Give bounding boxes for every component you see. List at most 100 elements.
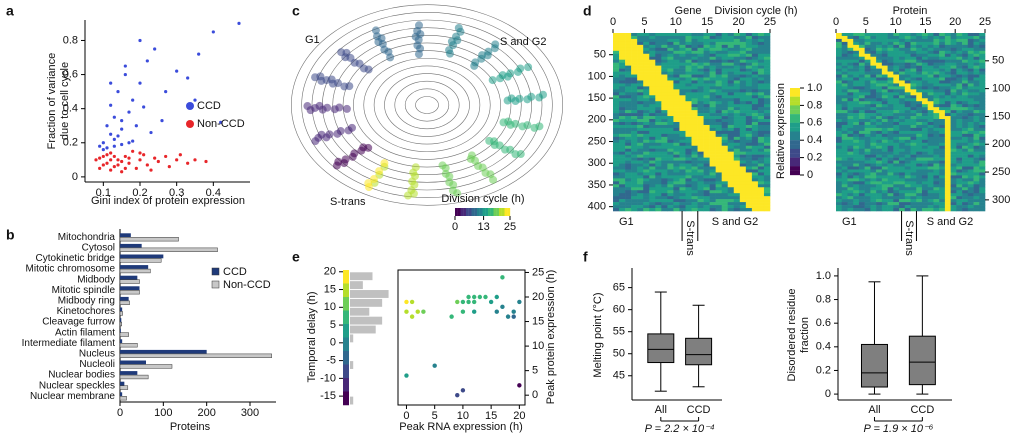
heatmap-cell bbox=[691, 196, 698, 200]
heatmap-cell bbox=[703, 56, 710, 60]
point bbox=[109, 81, 113, 85]
heatmap-cell bbox=[893, 83, 900, 87]
heatmap-cell bbox=[904, 68, 911, 72]
heatmap-cell bbox=[858, 148, 865, 152]
cell-dot bbox=[489, 175, 498, 184]
heatmap-cell bbox=[733, 169, 741, 173]
heatmap-cell bbox=[709, 172, 716, 176]
heatmap-cell bbox=[956, 130, 963, 135]
heatmap-cell bbox=[661, 166, 668, 170]
heatmap-cell bbox=[727, 142, 735, 147]
heatmap-cell bbox=[739, 160, 747, 164]
heatmap-cell bbox=[631, 47, 638, 52]
heatmap-cell bbox=[745, 83, 753, 87]
heatmap-cell bbox=[751, 187, 759, 191]
heatmap-cell bbox=[715, 202, 722, 206]
heatmap-cell bbox=[962, 175, 969, 179]
heatmap-cell bbox=[619, 130, 626, 135]
heatmap-cell bbox=[933, 169, 940, 173]
point bbox=[116, 134, 120, 138]
heatmap-cell bbox=[757, 38, 765, 43]
heatmap-cell bbox=[709, 133, 716, 138]
heatmap-cell bbox=[847, 166, 854, 170]
heatmap-cell bbox=[697, 205, 704, 209]
heatmap-cell bbox=[643, 172, 650, 176]
cell-dot bbox=[477, 54, 486, 63]
heatmap-cell bbox=[956, 154, 963, 158]
heatmap-cell bbox=[904, 35, 911, 40]
heatmap-cell bbox=[939, 190, 946, 194]
heatmap-cell bbox=[679, 124, 686, 129]
heatmap-cell bbox=[944, 116, 951, 120]
heatmap-cell bbox=[841, 139, 848, 144]
heatmap-cell bbox=[763, 122, 771, 126]
heatmap-cell bbox=[739, 77, 747, 81]
heatmap-cell bbox=[893, 181, 900, 185]
heatmap-cell bbox=[956, 208, 963, 212]
heatmap-cell bbox=[709, 184, 716, 188]
heatmap-cell bbox=[649, 35, 656, 40]
colorbar bbox=[343, 283, 349, 291]
heatmap-cell bbox=[745, 181, 753, 185]
heatmap-cell bbox=[751, 65, 759, 69]
heatmap-cell bbox=[649, 136, 656, 141]
heatmap-cell bbox=[727, 184, 735, 188]
heatmap-cell bbox=[721, 136, 729, 141]
heatmap-cell bbox=[655, 80, 662, 84]
heatmap-cell bbox=[836, 62, 843, 66]
heatmap-cell bbox=[870, 116, 877, 120]
heatmap-cell bbox=[858, 175, 865, 179]
heatmap-cell bbox=[910, 139, 917, 144]
heatmap-cell bbox=[715, 133, 722, 138]
heatmap-cell bbox=[864, 184, 871, 188]
heatmap-cell bbox=[697, 178, 704, 182]
heatmap-cell bbox=[899, 89, 906, 93]
heatmap-cell bbox=[933, 148, 940, 152]
heatmap-cell bbox=[916, 130, 923, 135]
heatmap-cell bbox=[973, 41, 980, 46]
heatmap-cell bbox=[881, 157, 888, 161]
heatmap-cell bbox=[631, 89, 638, 93]
point bbox=[449, 314, 454, 319]
heatmap-cell bbox=[667, 101, 674, 105]
heatmap-cell bbox=[933, 41, 940, 46]
heatmap-cell bbox=[927, 175, 934, 179]
heatmap-cell bbox=[709, 86, 716, 90]
heatmap-cell bbox=[967, 124, 974, 129]
heatmap-cell bbox=[625, 157, 632, 161]
heatmap-cell bbox=[887, 62, 894, 66]
heatmap-cell bbox=[887, 163, 894, 167]
heatmap-cell bbox=[904, 184, 911, 188]
heatmap-cell bbox=[893, 47, 900, 52]
heatmap-cell bbox=[944, 53, 951, 58]
heatmap-cell bbox=[727, 80, 735, 84]
heatmap-cell bbox=[950, 145, 957, 149]
heatmap-cell bbox=[745, 130, 753, 135]
heatmap-cell bbox=[727, 38, 735, 43]
heatmap-cell bbox=[847, 56, 854, 60]
heatmap-cell bbox=[921, 205, 928, 209]
heatmap-cell bbox=[703, 142, 710, 147]
heatmap-cell bbox=[643, 89, 650, 93]
heatmap-cell bbox=[962, 33, 969, 37]
heatmap-cell bbox=[967, 172, 974, 176]
heatmap-cell bbox=[757, 124, 765, 129]
heatmap-cell bbox=[870, 196, 877, 200]
y-tick-label: 60 bbox=[613, 304, 625, 316]
heatmap-cell bbox=[841, 190, 848, 194]
heatmap-cell bbox=[667, 193, 674, 197]
heatmap-cell bbox=[876, 92, 883, 96]
heatmap-cell bbox=[649, 86, 656, 90]
heatmap-cell bbox=[853, 208, 860, 212]
heatmap-cell bbox=[757, 187, 765, 191]
heatmap-cell bbox=[739, 175, 747, 179]
heatmap-cell bbox=[916, 139, 923, 144]
heatmap-cell bbox=[962, 53, 969, 58]
heatmap-cell bbox=[709, 190, 716, 194]
heatmap-cell bbox=[703, 98, 710, 102]
heatmap-cell bbox=[739, 68, 747, 72]
heatmap-cell bbox=[637, 47, 644, 52]
heatmap-cell bbox=[721, 202, 729, 206]
cell-dot bbox=[474, 162, 483, 171]
heatmap-cell bbox=[927, 166, 934, 170]
